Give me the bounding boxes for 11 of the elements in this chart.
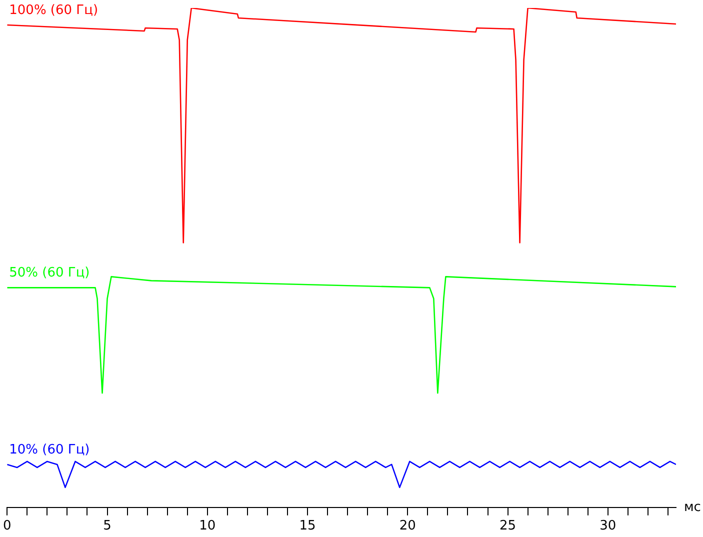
series-label: 10% (60 Гц) bbox=[9, 442, 90, 458]
x-axis-title: мс bbox=[684, 500, 701, 515]
x-tick-label: 5 bbox=[103, 518, 112, 534]
x-tick-label: 25 bbox=[500, 518, 516, 534]
x-tick-label: 30 bbox=[600, 518, 616, 534]
x-tick-label: 15 bbox=[299, 518, 316, 534]
x-tick-label: 10 bbox=[199, 518, 216, 534]
x-tick-label: 20 bbox=[399, 518, 416, 534]
series-label: 50% (60 Гц) bbox=[9, 266, 90, 281]
x-tick-label: 0 bbox=[2, 518, 12, 534]
series-label: 100% (60 Гц) bbox=[9, 2, 98, 18]
